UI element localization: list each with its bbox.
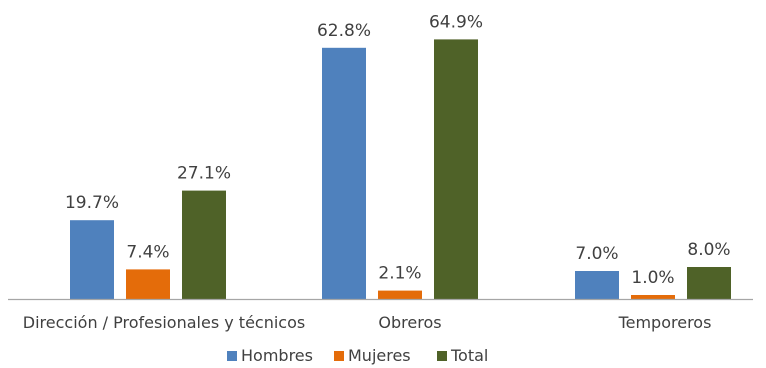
value-label: 1.0% (631, 268, 674, 288)
bar-total-0 (182, 190, 226, 299)
value-label: 27.1% (177, 164, 231, 184)
category-label: Obreros (378, 313, 441, 332)
bars-layer (70, 39, 731, 300)
value-label: 2.1% (378, 264, 421, 284)
bar-mujeres-2 (631, 295, 675, 299)
bar-hombres-1 (322, 47, 366, 299)
legend-swatch-hombres (227, 351, 237, 361)
category-labels-layer: Dirección / Profesionales y técnicos Obre… (23, 313, 712, 332)
category-label: Dirección / Profesionales y técnicos (23, 313, 305, 332)
bar-total-2 (687, 267, 731, 299)
bar-hombres-2 (575, 271, 619, 299)
category-label: Temporeros (618, 313, 712, 332)
bar-total-1 (434, 39, 478, 300)
value-label: 64.9% (429, 12, 483, 32)
legend: Hombres Mujeres Total (227, 346, 488, 365)
value-label: 62.8% (317, 21, 371, 41)
legend-label-hombres: Hombres (241, 346, 313, 365)
legend-swatch-total (437, 351, 447, 361)
bar-hombres-0 (70, 220, 114, 299)
value-labels-layer: 19.7% 7.4% 27.1% 62.8% 2.1% 64.9% 7.0% 1.0% 8.0% (65, 12, 731, 288)
bar-mujeres-1 (378, 290, 422, 299)
bar-mujeres-0 (126, 269, 170, 299)
value-label: 7.4% (126, 242, 169, 262)
legend-label-total: Total (450, 346, 488, 365)
value-label: 19.7% (65, 193, 119, 213)
value-label: 7.0% (575, 244, 618, 264)
legend-label-mujeres: Mujeres (348, 346, 411, 365)
legend-swatch-mujeres (334, 351, 344, 361)
value-label: 8.0% (687, 240, 730, 260)
